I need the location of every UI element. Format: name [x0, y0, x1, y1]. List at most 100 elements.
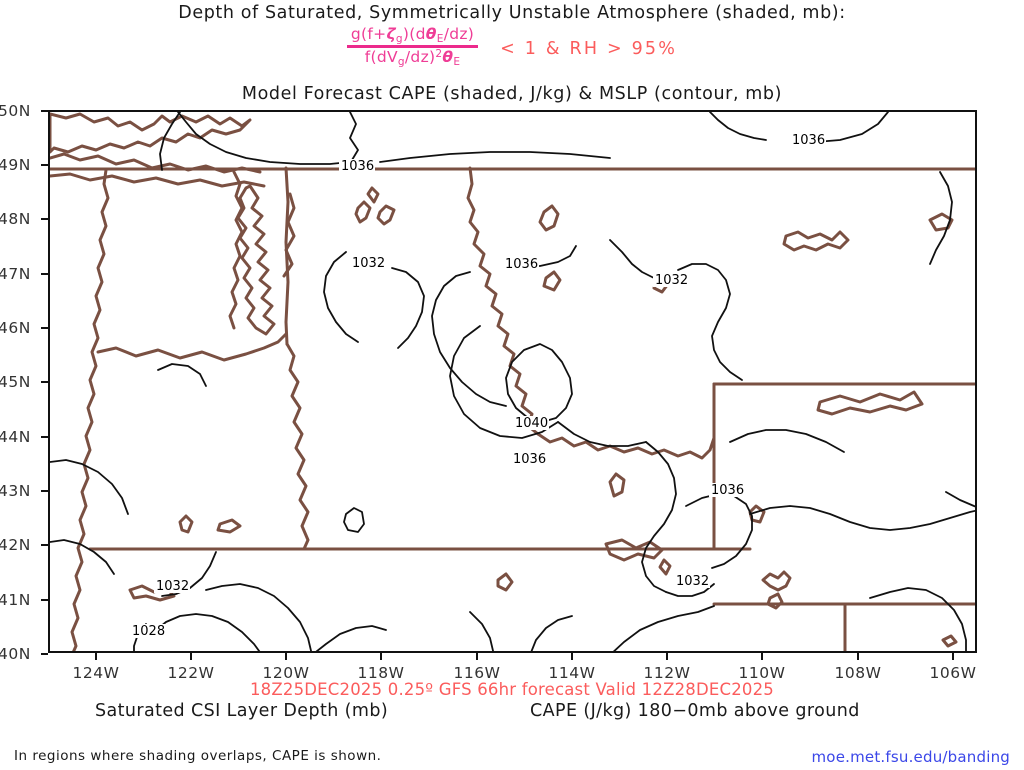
- oregon-idaho-border: [285, 342, 310, 551]
- contour-1036-upper-right: [709, 112, 767, 141]
- contour-south-mid-b: [469, 611, 494, 651]
- x-tick: [761, 653, 763, 660]
- x-tick-label-120w: 120W: [262, 664, 310, 682]
- plot-frame: 1036 1036 1032 1036 1032: [48, 110, 977, 653]
- y-tick: [41, 381, 48, 383]
- x-tick: [666, 653, 668, 660]
- x-tick-label-110w: 110W: [738, 664, 786, 682]
- lake-coeur-dalene: [376, 204, 396, 226]
- y-tick: [41, 599, 48, 601]
- coastline-british-columbia: [50, 112, 252, 154]
- contour-south-mid: [315, 625, 387, 651]
- olympic-peninsula-coast: [228, 170, 244, 330]
- contour-1036-descending: [349, 112, 359, 161]
- y-tick-label-48n: 48N: [0, 210, 31, 228]
- x-tick: [285, 653, 287, 660]
- y-tick-label-50n: 50N: [0, 102, 31, 120]
- contour-label: 1032: [653, 273, 689, 288]
- malheur-lake: [216, 518, 242, 534]
- contour-1032-oregon-b: [391, 267, 425, 349]
- x-tick-label-108w: 108W: [834, 664, 882, 682]
- contour-1032-montana-b: [677, 263, 743, 381]
- flathead-lake: [538, 204, 560, 232]
- contour-1036-north-a: [177, 112, 351, 165]
- contour-1036-around-high: [449, 325, 559, 439]
- contour-label-text: 1036: [513, 452, 546, 467]
- page-title: Depth of Saturated, Symmetrically Unstab…: [178, 3, 846, 23]
- contour-se-corner: [869, 587, 967, 651]
- y-tick: [41, 544, 48, 546]
- page-subtitle: Model Forecast CAPE (shaded, J/kg) & MSL…: [241, 84, 783, 104]
- contour-1032-se: [641, 441, 677, 593]
- contour-south-nv: [530, 615, 573, 651]
- contour-label-text: 1028: [132, 624, 165, 639]
- x-tick-label-122w: 122W: [167, 664, 215, 682]
- contour-label-text: 1036: [711, 483, 744, 498]
- contour-1032-se-b: [665, 583, 715, 597]
- y-tick: [41, 273, 48, 275]
- x-tick-label-106w: 106W: [929, 664, 977, 682]
- formula-numerator: g(f+ζg)(dθE/dz): [350, 25, 475, 45]
- y-tick: [41, 436, 48, 438]
- priest-lake: [366, 186, 380, 204]
- contour-label: 1028: [130, 624, 166, 639]
- contour-sm-oval: [343, 507, 365, 533]
- x-tick-label-118w: 118W: [357, 664, 405, 682]
- y-tick-label-43n: 43N: [0, 482, 31, 500]
- contour-label: 1036: [511, 452, 547, 467]
- map-canvas: 1036 1036 1032 1036 1032: [50, 112, 975, 651]
- contour-1032-montana: [609, 239, 655, 279]
- contour-label-text: 1036: [505, 257, 538, 272]
- variable-caption-row: Saturated CSI Layer Depth (mb) CAPE (J/k…: [0, 701, 1024, 725]
- x-tick-label-112w: 112W: [643, 664, 691, 682]
- y-tick: [41, 327, 48, 329]
- lake-abert: [178, 514, 194, 534]
- footer: In regions where shading overlaps, CAPE …: [0, 748, 1024, 770]
- washington-oregon-border: [96, 332, 288, 362]
- idaho-wyoming-border: [536, 432, 716, 460]
- contour-1032-sw: [161, 551, 217, 597]
- x-tick: [190, 653, 192, 660]
- contour-label-text: 1036: [792, 133, 825, 148]
- contour-1036-wyoming: [685, 493, 753, 569]
- contour-1036-central: [431, 271, 507, 407]
- x-tick-label-116w: 116W: [453, 664, 501, 682]
- contour-label: 1032: [350, 256, 386, 271]
- footer-source-link[interactable]: moe.met.fsu.edu/banding: [811, 748, 1010, 766]
- contour-1036-wyoming-east: [749, 505, 975, 531]
- contour-label-text: 1036: [341, 159, 374, 174]
- washington-idaho-border: [284, 166, 290, 346]
- utah-lake: [766, 592, 784, 610]
- contour-east-edge: [929, 171, 953, 265]
- x-tick-label-114w: 114W: [548, 664, 596, 682]
- geography-layer: [50, 112, 975, 651]
- formula-condition: < 1 & RH > 95%: [500, 39, 678, 60]
- wyoming-lake-a: [941, 634, 958, 648]
- puget-sound: [236, 184, 276, 336]
- contour-label: 1036: [709, 483, 745, 498]
- x-tick: [857, 653, 859, 660]
- contour-puget: [159, 112, 181, 171]
- csi-criterion-formula: g(f+ζg)(dθE/dz) f(dVg/dz)2θE < 1 & RH > …: [0, 25, 1024, 68]
- contour-labels-layer: 1036 1036 1032 1036 1032: [130, 133, 826, 639]
- contour-nw-small: [157, 363, 207, 387]
- montana-small-lake: [928, 212, 954, 232]
- formula-fraction-bar: [346, 44, 479, 48]
- fort-peck-lake: [816, 390, 924, 416]
- contour-west-43n: [50, 459, 129, 515]
- x-tick: [476, 653, 478, 660]
- y-tick: [41, 218, 48, 220]
- y-tick-label-42n: 42N: [0, 536, 31, 554]
- contour-label-text: 1032: [676, 574, 709, 589]
- contour-label: 1032: [674, 574, 710, 589]
- contour-west-42n: [50, 539, 115, 575]
- forecast-valid-caption: 18Z25DEC2025 0.25º GFS 66hr forecast Val…: [249, 680, 775, 699]
- caption-csi-depth: Saturated CSI Layer Depth (mb): [95, 701, 389, 721]
- contour-1036-around-high-b: [557, 421, 647, 447]
- contour-label: 1036: [790, 133, 826, 148]
- y-tick-label-47n: 47N: [0, 265, 31, 283]
- contour-1032-sw-b: [205, 583, 312, 651]
- contour-label: 1036: [503, 257, 539, 272]
- contour-1028-sw: [153, 613, 261, 651]
- great-salt-lake: [761, 570, 792, 592]
